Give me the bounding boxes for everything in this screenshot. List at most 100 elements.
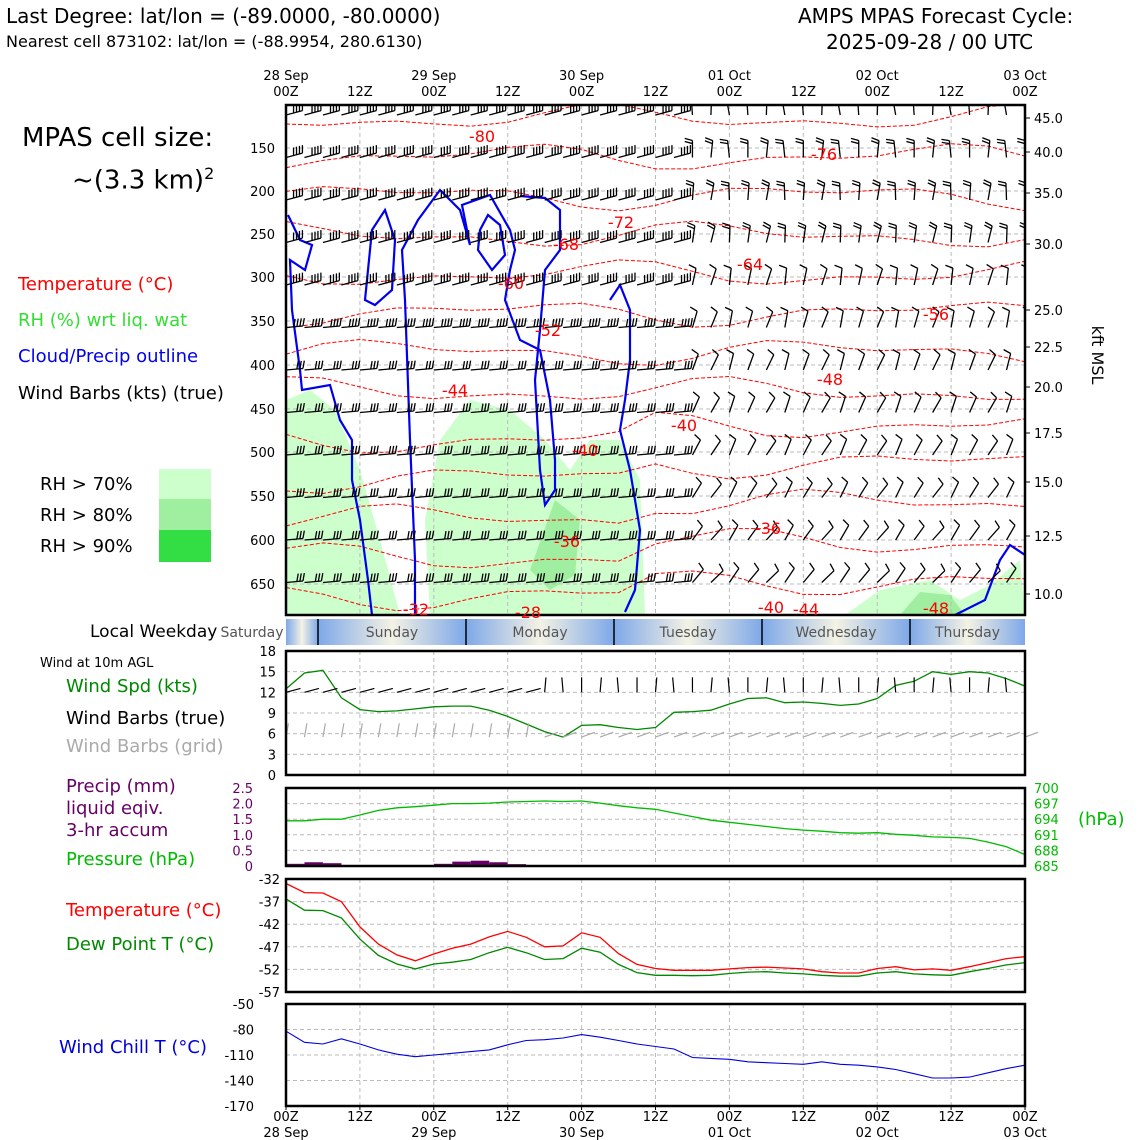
wind-barb — [600, 573, 620, 584]
wind-barb — [618, 272, 636, 286]
cloud-outline-5 — [954, 543, 1025, 615]
wind-barb-true — [415, 687, 430, 693]
wind-barb — [743, 264, 753, 286]
wind-barb — [728, 476, 738, 498]
temp-tick-label: -42 — [259, 918, 280, 933]
wind-barb — [599, 187, 618, 201]
wind-barb — [636, 318, 656, 329]
wind-barb — [885, 138, 897, 158]
wind-barb — [544, 318, 564, 329]
bottom-hour-label: 00Z — [569, 1110, 595, 1125]
wind-barb — [415, 105, 433, 116]
wind-barb-grid — [525, 723, 530, 738]
wind-barb — [950, 476, 960, 498]
wind-barb — [876, 105, 879, 116]
wind-barb — [709, 263, 717, 286]
wind-barb — [673, 145, 692, 159]
wind-barb — [932, 520, 945, 541]
wind-barb — [741, 179, 750, 201]
cs-left-tick-label: 450 — [250, 403, 275, 418]
wind-barb — [322, 360, 342, 371]
wind-barb — [544, 230, 562, 244]
wind-barb — [948, 105, 952, 116]
wind-barb — [507, 318, 527, 329]
wind-barb — [378, 403, 398, 414]
cs-left-tick-label: 350 — [250, 315, 275, 330]
precip-tick-label: 1.0 — [232, 829, 253, 844]
wind-barb — [987, 520, 1000, 541]
temperature-label: -44 — [442, 381, 468, 400]
wind-barb — [837, 349, 845, 371]
wind-barb — [433, 360, 453, 371]
legend-wind-barbs-grid: Wind Barbs (grid) — [66, 736, 224, 757]
wind-barb — [526, 488, 546, 499]
cs-right-tick-label: 30.0 — [1034, 238, 1063, 253]
wind-barb — [562, 187, 581, 201]
wind-barb — [1000, 264, 1009, 286]
pressure-line — [286, 800, 1026, 856]
top-hour-label: 00Z — [864, 85, 890, 100]
wind-barb — [359, 230, 377, 244]
legend-temperature: Temperature (°C) — [18, 274, 174, 295]
wind-barb — [913, 348, 921, 371]
wind-barb — [691, 105, 694, 116]
wind-barb — [507, 272, 525, 286]
wind-barb — [600, 530, 620, 541]
wind-barb — [470, 105, 488, 116]
wind-barb — [797, 221, 807, 243]
wind-barb — [415, 318, 435, 329]
wind-barb — [926, 137, 936, 158]
wind-barb — [691, 434, 702, 456]
wind-barb — [802, 476, 813, 498]
wind-barb — [304, 573, 324, 584]
wind-barb-true — [561, 677, 564, 693]
wind-barb — [854, 264, 863, 286]
wind-barb — [286, 145, 304, 159]
wind-barb-true — [470, 687, 486, 693]
wind-barb — [802, 562, 815, 583]
wind-barb-grid — [913, 731, 928, 738]
wind-barb — [470, 403, 490, 414]
cell-size-line1: MPAS cell size: — [22, 123, 214, 153]
wind-barb-true — [876, 677, 880, 693]
wind-barb — [946, 306, 955, 328]
wind-barb — [341, 360, 361, 371]
wind-barb — [433, 445, 453, 456]
wind-barb — [1005, 433, 1014, 456]
wind-barb — [777, 222, 787, 243]
wind-barb-true — [765, 677, 769, 693]
wind-barb — [636, 105, 655, 116]
wind-barb — [834, 264, 843, 286]
top-hour-label: 12Z — [938, 85, 964, 100]
cell-size-value: ~(3.3 km) — [72, 165, 205, 196]
wind-barb-grid — [414, 723, 419, 738]
wind-barb-true — [378, 687, 394, 693]
wind-barb — [581, 360, 601, 371]
wind-barb — [655, 360, 675, 371]
wind-barb — [745, 306, 754, 328]
temperature-contour-7 — [286, 375, 1025, 400]
wind-barb — [636, 530, 656, 541]
wind-tick-label: 3 — [268, 748, 276, 763]
wind-barb-true — [1004, 677, 1008, 693]
temperature-label: -36 — [554, 532, 580, 551]
wind-barb — [673, 530, 693, 541]
wind-barb — [304, 403, 324, 414]
legend-precip: Precip (mm) — [66, 776, 176, 797]
wind-barb-true — [599, 677, 602, 693]
weekday-name: Saturday — [220, 625, 283, 641]
wind-barb — [710, 348, 719, 371]
wind-barb-grid — [359, 723, 363, 738]
wind-barb — [817, 221, 827, 243]
wind-barb — [913, 562, 926, 583]
wind-barb-grid — [544, 731, 559, 738]
wind-barb — [776, 180, 786, 201]
wind-barb — [322, 573, 342, 584]
legend-wind: Wind Barbs (kts) (true) — [18, 383, 224, 404]
wind-barb-grid — [784, 731, 799, 738]
wind-barb — [618, 187, 636, 201]
wind-barb — [784, 561, 795, 583]
temp-tick-label: -37 — [259, 896, 280, 911]
wind-barb — [710, 105, 712, 116]
temperature-label: -72 — [608, 213, 634, 232]
